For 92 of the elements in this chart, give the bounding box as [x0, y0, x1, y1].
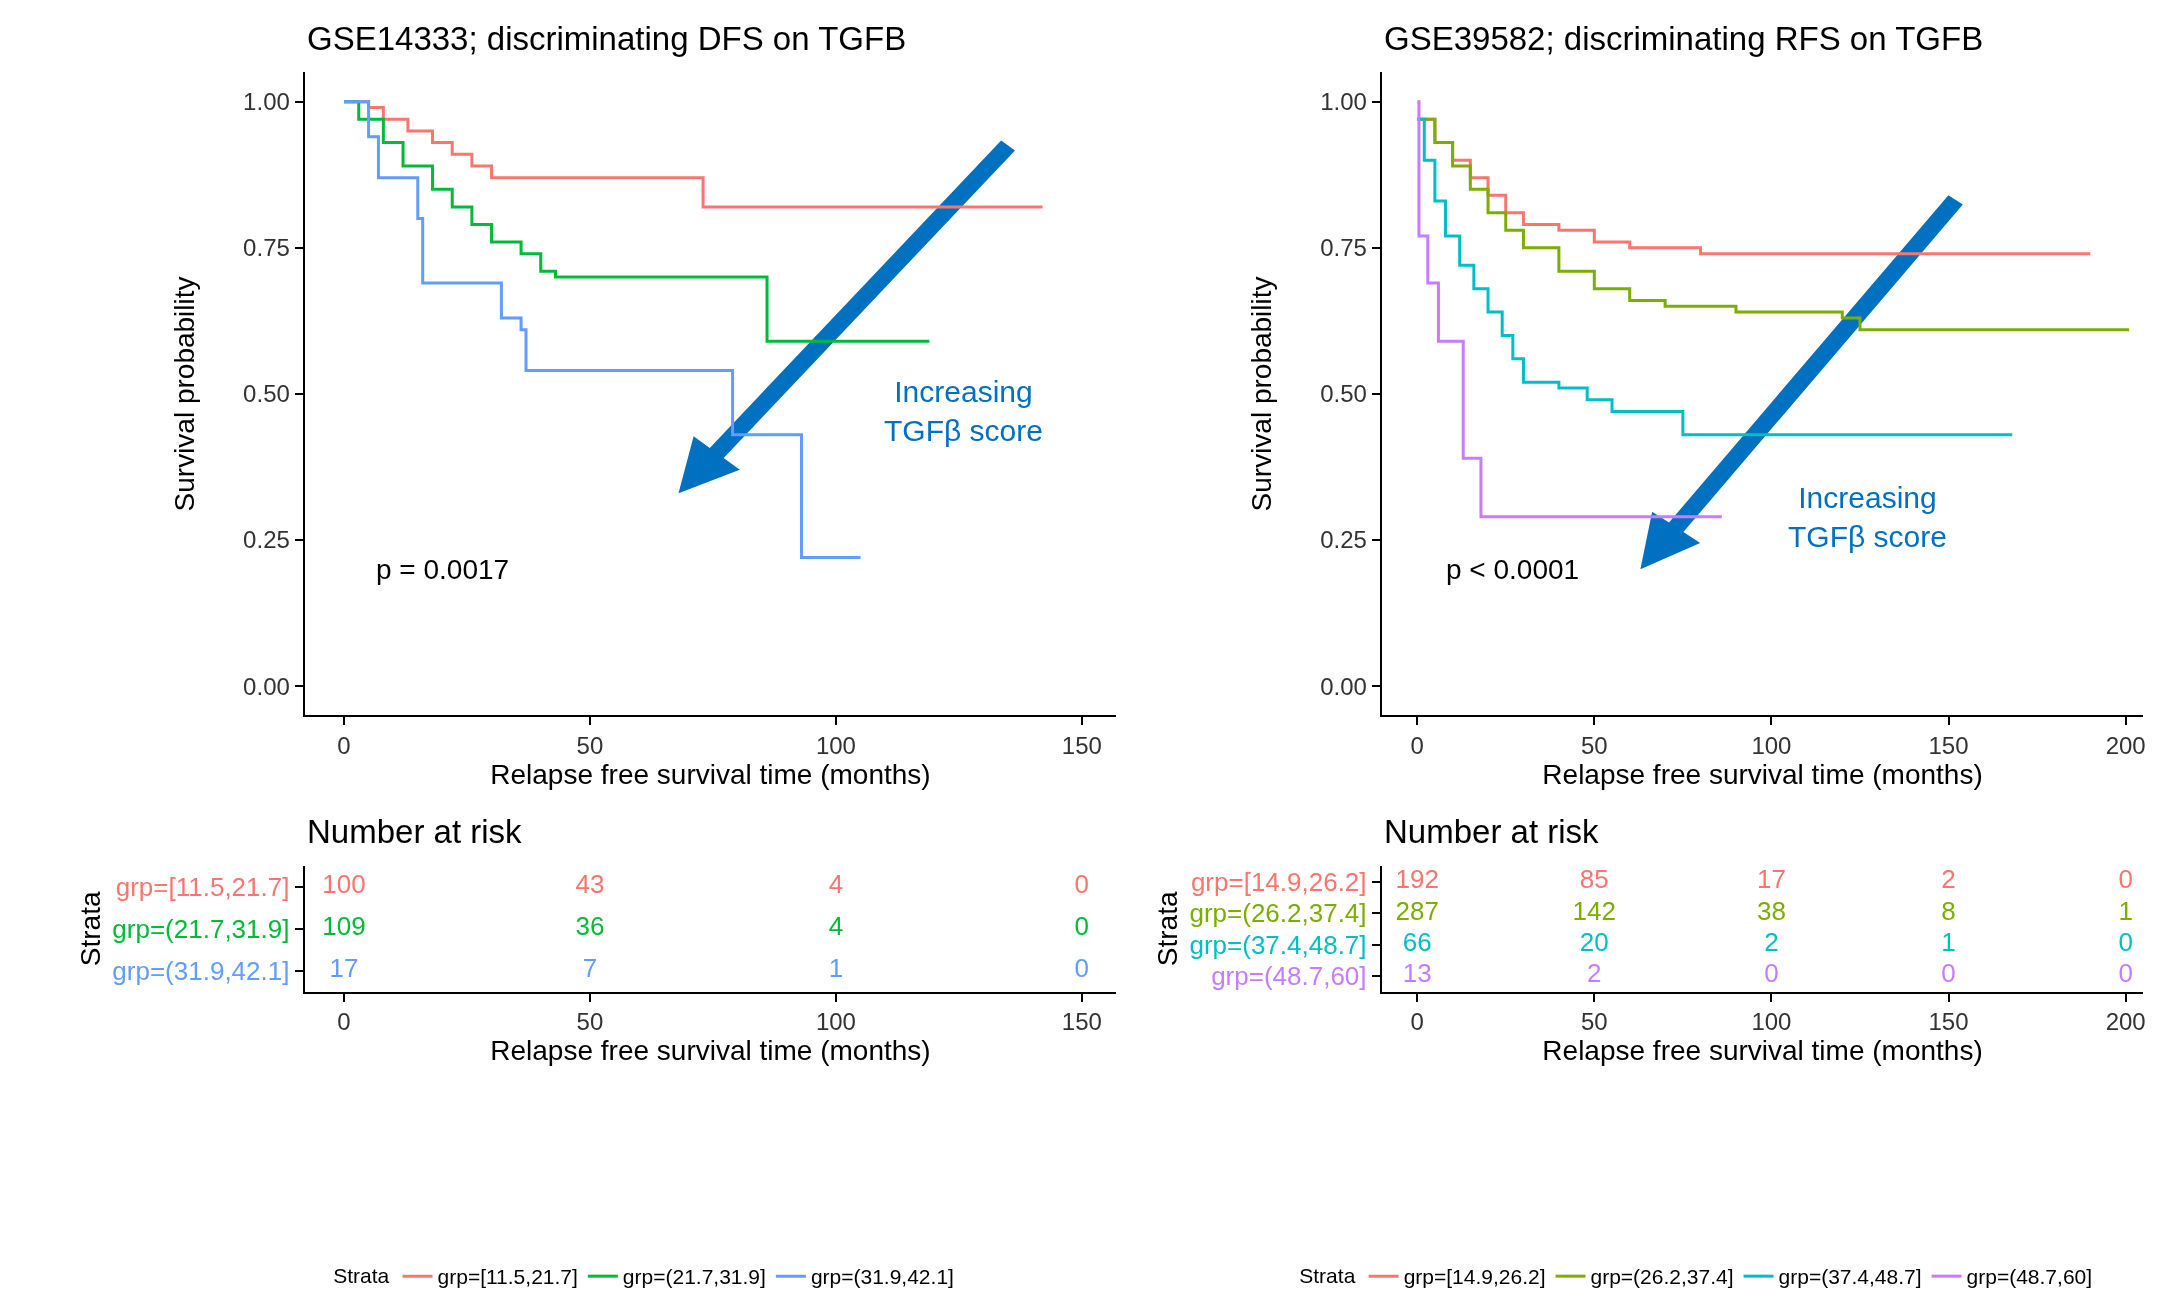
x-tick-label: 200: [2105, 732, 2146, 760]
legend-label: grp=(31.9,42.1]: [810, 1265, 954, 1289]
y-tick-label: 0.00: [243, 672, 290, 700]
x-tick-label: 50: [576, 1008, 604, 1036]
x-tick-label: 150: [1061, 1008, 1102, 1036]
x-tick-label: 50: [1580, 1008, 1608, 1036]
y-tick-label: grp=(37.4,48.7]: [1189, 929, 1367, 960]
data-label: 287: [1395, 895, 1439, 926]
annotation: Increasing TGFβ score: [1788, 481, 1947, 553]
data-label: 17: [1756, 864, 1786, 895]
data-label: 1: [2118, 895, 2133, 926]
x-tick-label: 0: [337, 1008, 351, 1036]
y-tick-label: grp=[14.9,26.2]: [1190, 866, 1367, 897]
x-tick-label: 0: [1410, 732, 1424, 760]
y-tick-label: 0.25: [243, 526, 290, 554]
y-tick-label: grp=(31.9,42.1]: [112, 955, 290, 986]
y-axis-title: Strata: [1151, 891, 1183, 967]
y-tick-label: grp=(21.7,31.9]: [112, 913, 290, 944]
chart-title: GSE39582; discriminating RFS on TGFB: [1384, 20, 1984, 57]
x-tick-label: 50: [576, 732, 604, 760]
chart-title: GSE14333; discriminating DFS on TGFB: [307, 20, 907, 57]
data-label: 36: [575, 911, 605, 942]
x-tick-label: 100: [1751, 1008, 1792, 1036]
annotation: Increasing TGFβ score: [884, 375, 1043, 447]
x-tick-label: 0: [1410, 1008, 1424, 1036]
x-axis-title: Relapse free survival time (months): [1542, 1035, 1983, 1067]
data-label: 0: [1764, 958, 1779, 989]
y-axis-title: Survival probability: [169, 276, 201, 512]
x-tick-label: 200: [2105, 1008, 2146, 1036]
data-label: 0: [2118, 927, 2133, 958]
data-label: 0: [1074, 869, 1090, 900]
data-label: 192: [1395, 864, 1439, 895]
x-tick-label: 150: [1928, 732, 1969, 760]
data-label: 109: [322, 911, 366, 942]
y-axis-title: Strata: [74, 891, 106, 967]
data-label: 100: [322, 869, 366, 900]
data-label: 85: [1579, 864, 1609, 895]
data-label: 4: [828, 911, 844, 942]
data-label: 2: [1941, 864, 1956, 895]
y-tick-label: 1.00: [243, 88, 290, 116]
data-label: 0: [2118, 864, 2133, 895]
y-tick-label: 0.50: [243, 380, 290, 408]
data-label: 43: [575, 869, 605, 900]
data-label: 8: [1941, 895, 1956, 926]
data-label: 2: [1764, 927, 1779, 958]
y-tick-label: 0.75: [1320, 234, 1367, 262]
x-tick-label: 150: [1928, 1008, 1969, 1036]
data-label: 1: [828, 953, 844, 984]
y-axis-title: Survival probability: [1246, 276, 1278, 512]
data-label: 13: [1402, 958, 1432, 989]
y-tick-label: 0.75: [243, 234, 290, 262]
legend-label: grp=(37.4,48.7]: [1778, 1265, 1922, 1289]
x-axis-title: Relapse free survival time (months): [1542, 759, 1983, 791]
data-label: 20: [1579, 927, 1609, 958]
data-label: 38: [1756, 895, 1786, 926]
annotation: p = 0.0017: [376, 554, 510, 585]
chart-title: Number at risk: [307, 813, 523, 850]
x-tick-label: 150: [1061, 732, 1102, 760]
y-tick-label: 0.50: [1320, 380, 1367, 408]
legend-title: Strata: [1299, 1264, 1356, 1288]
y-tick-label: 1.00: [1320, 88, 1367, 116]
y-tick-label: grp=(48.7,60]: [1211, 961, 1367, 992]
data-label: 7: [582, 953, 598, 984]
data-label: 0: [1074, 911, 1090, 942]
y-tick-label: 0.25: [1320, 526, 1367, 554]
x-axis-title: Relapse free survival time (months): [490, 759, 931, 791]
legend-label: grp=[11.5,21.7]: [437, 1265, 578, 1289]
legend-label: grp=(48.7,60]: [1966, 1265, 2093, 1289]
data-label: 4: [828, 869, 844, 900]
annotation: p < 0.0001: [1446, 554, 1580, 585]
data-label: 0: [1941, 958, 1956, 989]
x-tick-label: 100: [815, 732, 856, 760]
data-label: 142: [1572, 895, 1616, 926]
legend-label: grp=(26.2,37.4]: [1590, 1265, 1734, 1289]
y-tick-label: grp=(26.2,37.4]: [1189, 898, 1367, 929]
x-axis-title: Relapse free survival time (months): [490, 1035, 931, 1067]
chart-title: Number at risk: [1384, 813, 1600, 850]
legend-label: grp=(21.7,31.9]: [622, 1265, 766, 1289]
y-tick-label: grp=[11.5,21.7]: [115, 872, 290, 903]
data-label: 0: [2118, 958, 2133, 989]
y-tick-label: 0.00: [1320, 672, 1367, 700]
data-label: 17: [329, 953, 359, 984]
data-label: 66: [1402, 927, 1432, 958]
x-tick-label: 100: [1751, 732, 1792, 760]
data-label: 0: [1074, 953, 1090, 984]
legend-label: grp=[14.9,26.2]: [1403, 1265, 1546, 1289]
x-tick-label: 100: [815, 1008, 856, 1036]
x-tick-label: 0: [337, 732, 351, 760]
data-label: 1: [1941, 927, 1956, 958]
legend-title: Strata: [333, 1264, 390, 1288]
x-tick-label: 50: [1580, 732, 1608, 760]
data-label: 2: [1587, 958, 1602, 989]
